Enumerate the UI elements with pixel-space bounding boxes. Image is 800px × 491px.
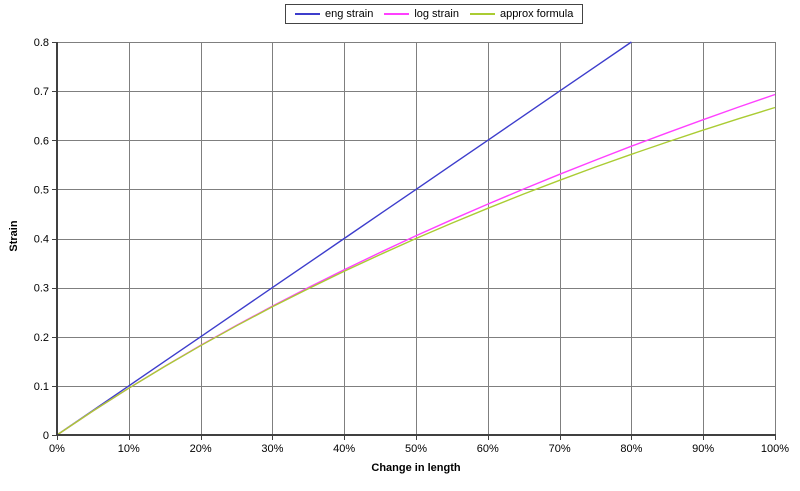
x-tick-label: 70% bbox=[549, 443, 571, 455]
series-line-eng-strain bbox=[56, 41, 632, 436]
y-tick-label: 0.7 bbox=[34, 86, 49, 98]
x-tick-label: 90% bbox=[692, 443, 714, 455]
legend-line-swatch bbox=[469, 13, 495, 15]
legend-line-swatch bbox=[295, 13, 320, 15]
y-tick-label: 0.6 bbox=[34, 135, 49, 147]
legend-line-swatch bbox=[384, 13, 410, 15]
x-tick-label: 60% bbox=[477, 443, 499, 455]
x-tick-label: 30% bbox=[261, 443, 283, 455]
x-tick-label: 80% bbox=[620, 443, 642, 455]
series-line-approx-formula bbox=[56, 106, 776, 436]
y-tick-label: 0.3 bbox=[34, 283, 49, 295]
y-tick-label: 0.1 bbox=[34, 381, 49, 393]
y-tick-label: 0.5 bbox=[34, 184, 49, 196]
x-tick-label: 20% bbox=[190, 443, 212, 455]
x-tick-label: 100% bbox=[761, 443, 789, 455]
x-tick-label: 40% bbox=[333, 443, 355, 455]
legend-item-log-strain: log strain bbox=[384, 7, 459, 20]
y-tick-label: 0 bbox=[43, 430, 49, 442]
legend-item-eng-strain: eng strain bbox=[295, 7, 374, 20]
legend-label: log strain bbox=[414, 7, 459, 20]
x-tick-label: 50% bbox=[405, 443, 427, 455]
x-axis-title: Change in length bbox=[371, 462, 461, 474]
y-axis-title: Strain bbox=[8, 220, 20, 252]
legend-label: approx formula bbox=[499, 7, 574, 20]
legend: eng strain log strain approx formula bbox=[285, 4, 584, 24]
y-tick-label: 0.8 bbox=[34, 37, 49, 49]
x-tick-label: 0% bbox=[49, 443, 65, 455]
y-tick-label: 0.2 bbox=[34, 332, 49, 344]
legend-item-approx-formula: approx formula bbox=[469, 7, 574, 20]
legend-label: eng strain bbox=[325, 7, 374, 20]
y-tick-label: 0.4 bbox=[34, 234, 49, 246]
x-tick-label: 10% bbox=[118, 443, 140, 455]
